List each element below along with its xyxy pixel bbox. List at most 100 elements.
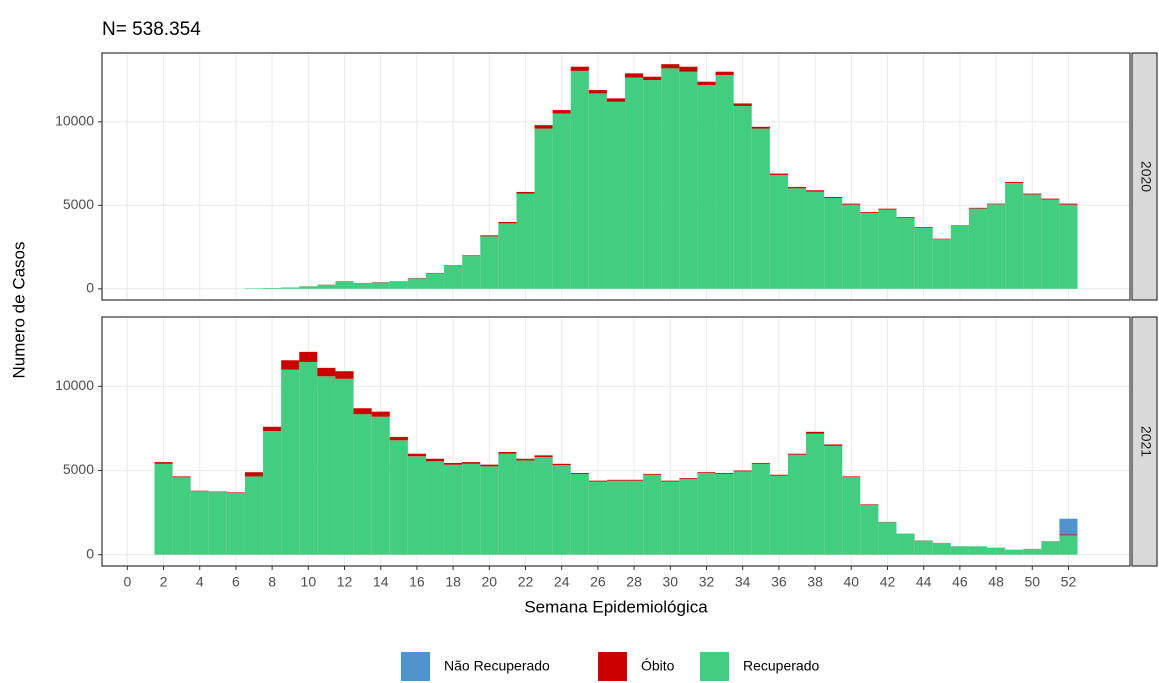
x-tick-label: 20 [482,574,498,590]
bar-segment [407,278,426,289]
y-tick-label: 5000 [63,196,94,212]
x-tick-label: 38 [807,574,823,590]
bar-segment [317,284,336,289]
bar-segment [679,478,698,555]
bar-segment [769,174,788,289]
bar-segment [154,462,173,464]
bar-segment [751,462,770,464]
bar-segment [606,101,626,289]
bar-segment [625,73,644,78]
bar-segment [842,204,861,289]
bar-segment [697,85,716,289]
x-tick-label: 22 [518,574,534,590]
bar-segment [462,462,481,464]
bar-segment [697,473,716,555]
bar-segment [715,473,734,474]
y-tick-label: 0 [86,280,94,296]
bar-segment [1023,548,1042,555]
x-tick-label: 28 [626,574,642,590]
bar-segment [570,70,589,289]
bar-segment [824,445,843,555]
x-tick-label: 48 [988,574,1004,590]
bar-segment [299,361,318,555]
bar-segment [733,470,752,472]
bar-segment [787,453,807,455]
bar-segment [353,283,372,289]
bar-segment [1059,203,1078,205]
x-tick-label: 24 [554,574,570,590]
bar-segment [317,376,336,555]
bar-segment [1059,518,1078,535]
chart-title: N= 538.354 [102,19,201,40]
bar-segment [444,464,463,555]
legend-label: Óbito [641,658,675,674]
y-tick-label: 10000 [55,377,94,393]
bar-segment [679,71,698,289]
bar-segment [606,479,626,481]
bar-segment [679,66,698,72]
bar-segment [335,281,354,289]
bar-segment [516,191,535,194]
x-tick-label: 2 [160,574,168,590]
x-tick-label: 32 [699,574,715,590]
bar-segment [534,125,553,129]
y-tick-label: 0 [86,545,94,561]
bar-segment [878,208,897,210]
bar-segment [208,492,227,555]
bar-segment [751,128,770,289]
bar-segment [299,351,318,362]
bar-segment [932,239,951,289]
x-tick-label: 42 [880,574,896,590]
bar-segment [444,462,463,465]
bar-segment [552,463,571,466]
bar-segment [1041,198,1060,200]
bar-segment [281,360,300,370]
bar-segment [824,196,843,198]
bar-segment [606,480,626,555]
bar-segment [842,476,861,478]
bar-segment [516,458,535,461]
bar-segment [570,474,589,555]
bar-segment [661,481,680,555]
bar-segment [480,235,499,237]
bar-segment [697,81,716,86]
x-tick-label: 44 [916,574,932,590]
bar-segment [914,540,933,555]
bar-segment [335,378,354,555]
x-tick-label: 4 [196,574,204,590]
bar-segment [661,68,680,289]
x-tick-label: 40 [843,574,859,590]
legend-swatch [401,652,430,681]
bar-segment [552,110,571,114]
bar-segment [407,453,426,457]
bar-segment [444,265,463,266]
bar-segment [625,479,644,481]
bar-segment [679,478,698,479]
bar-segment [534,128,553,289]
bar-segment [1005,182,1024,289]
bar-segment [353,408,372,415]
bar-segment [860,504,879,555]
bar-segment [806,433,825,555]
bar-segment [389,281,408,289]
bar-segment [806,190,825,192]
bar-segment [878,522,897,555]
bar-segment [932,543,951,555]
bar-segment [552,465,571,555]
bar-segment [389,436,408,441]
bar-segment [733,103,752,106]
bar-segment [733,471,752,555]
strip-label: 2021 [1138,426,1154,457]
bar-segment [498,452,517,454]
bar-segment [715,71,734,76]
bar-segment [643,76,662,81]
bar-segment [860,211,879,213]
bar-segment [226,493,245,555]
bar-segment [407,456,426,555]
bar-segment [480,236,499,289]
bar-segment [480,466,499,555]
bar-segment [534,455,553,458]
bar-segment [516,193,535,289]
bar-segment [806,191,825,289]
